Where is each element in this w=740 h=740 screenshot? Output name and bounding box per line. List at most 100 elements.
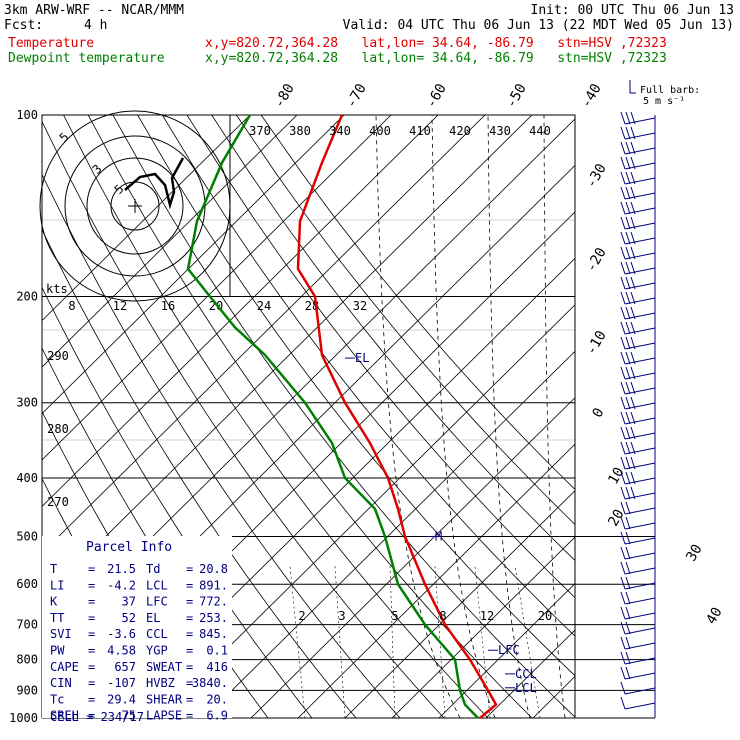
level-marker-label: LFC	[498, 643, 520, 657]
barb-flag	[620, 321, 626, 335]
wind-barb	[620, 576, 656, 590]
barb-flag	[620, 576, 626, 590]
wind-barb	[620, 111, 656, 125]
hodo-ring	[86, 157, 184, 255]
barb-flag	[625, 606, 631, 620]
barb-flag	[620, 516, 626, 530]
pressure-tick-label: 500	[16, 529, 38, 543]
isotherm-line	[42, 115, 486, 554]
level-marker-label: CCL	[515, 667, 537, 681]
barb-flag	[620, 186, 626, 200]
parcel-row: SVI = -3.6 CCL = 845.	[50, 627, 228, 641]
dewpoint-location: x,y=820.72,364.28 lat,lon= 34.64, -86.79…	[205, 51, 667, 66]
barb-flag	[620, 546, 626, 560]
barb-flag	[625, 321, 631, 335]
barb-flag	[620, 171, 626, 185]
barb-flag	[625, 441, 631, 455]
init-time: Init: 00 UTC Thu 06 Jun 13	[530, 3, 735, 18]
isotherm-label: 20	[605, 507, 627, 530]
parcel-value: 891.	[199, 578, 228, 592]
wind-barb	[620, 621, 656, 635]
barb-flag	[620, 621, 626, 635]
barb-flag	[625, 426, 631, 440]
barb-flag	[630, 396, 636, 410]
parcel-label: Td	[146, 562, 160, 576]
barb-flag	[620, 366, 626, 380]
parcel-value: -3.6	[107, 627, 136, 641]
barb-flag	[620, 231, 626, 245]
barb-legend-icon	[629, 80, 636, 94]
parcel-value: 75	[122, 709, 136, 723]
barb-flag	[625, 111, 631, 125]
dry-adiabat	[211, 115, 575, 561]
pressure-tick-label: 900	[16, 683, 38, 697]
barb-flag	[620, 246, 626, 260]
isotherm-label: -30	[583, 161, 610, 191]
barb-flag	[630, 201, 636, 215]
hodo-ring	[39, 110, 231, 302]
isotherm-label: 10	[605, 465, 627, 488]
parcel-cell: CELL = 234/17	[50, 710, 144, 724]
mixing-ratio-label: 5	[391, 609, 398, 623]
barb-flag	[620, 501, 626, 515]
parcel-value: 416	[206, 660, 228, 674]
barb-flag	[620, 471, 626, 485]
dry-adiabat	[186, 115, 575, 599]
barb-flag	[630, 456, 636, 470]
barb-flag	[625, 411, 631, 425]
parcel-equals: =	[88, 676, 95, 690]
parcel-equals: =	[88, 595, 95, 609]
barb-flag	[620, 276, 626, 290]
wind-barb	[620, 231, 656, 245]
barb-flag	[630, 366, 636, 380]
barb-flag	[625, 171, 631, 185]
parcel-value: 52	[122, 611, 136, 625]
barb-flag	[620, 126, 626, 140]
barb-flag	[620, 531, 626, 545]
isotherm-label: -10	[583, 328, 610, 358]
hodo-units-label: kts	[46, 282, 68, 296]
hodo-speed-label: 8	[68, 299, 75, 313]
moist-adiabat	[487, 115, 531, 718]
barb-flag	[630, 381, 636, 395]
parcel-row: T = 21.5 Td = 20.8	[50, 562, 228, 576]
barb-staff	[624, 687, 656, 695]
barb-flag	[625, 546, 631, 560]
hodo-ring	[64, 135, 206, 277]
wind-barb	[620, 666, 656, 680]
parcel-row: SREH = 75 LAPSE = 6.9	[50, 709, 228, 723]
forecast-hour: 4 h	[84, 18, 108, 33]
barb-flag	[625, 486, 631, 500]
wind-barb	[620, 486, 656, 500]
theta-label: 420	[449, 124, 471, 138]
parcel-label: Tc	[50, 692, 64, 706]
temperature-line	[296, 114, 498, 719]
isotherm-line	[297, 443, 575, 718]
wind-barbs: Full barb:5 m s⁻¹	[620, 80, 700, 718]
barb-flag	[630, 141, 636, 155]
level-marker-label: LCL	[515, 681, 537, 695]
isotherm-line	[344, 490, 575, 718]
parcel-label: SWEAT	[146, 660, 182, 674]
theta-label: 410	[409, 124, 431, 138]
mixing-ratio-label: 20	[538, 609, 552, 623]
barb-flag	[630, 126, 636, 140]
hodo-speed-label: 24	[257, 299, 271, 313]
parcel-equals: =	[88, 611, 95, 625]
level-marker-label: M	[435, 529, 442, 543]
theta-label: 340	[329, 124, 351, 138]
parcel-row: CIN = -107 HVBZ =3840.	[50, 676, 228, 690]
barb-flag	[620, 111, 626, 125]
pressure-tick-label: 200	[16, 290, 38, 304]
wind-barb	[620, 186, 656, 200]
barb-flag	[625, 621, 631, 635]
barb-flag	[625, 501, 631, 515]
wind-barb	[620, 216, 656, 230]
wind-barb	[620, 591, 656, 605]
dry-adiabat	[260, 115, 575, 491]
dry-adiabat	[63, 115, 489, 718]
parcel-row: Tc = 29.4 SHEAR = 20.	[50, 692, 228, 706]
forecast-label: Fcst:	[4, 18, 44, 33]
theta-label: 430	[489, 124, 511, 138]
